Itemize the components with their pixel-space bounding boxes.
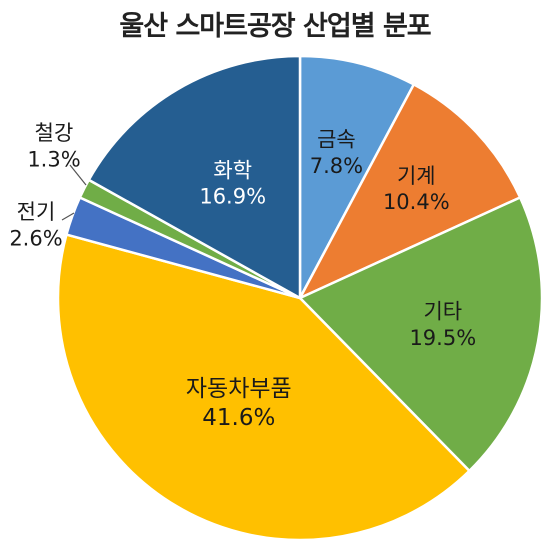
leader-line-5: [61, 212, 75, 221]
slice-value-5: 2.6%: [9, 227, 62, 251]
slice-label-1: 금속: [317, 128, 356, 152]
slice-value-3: 19.5%: [409, 326, 476, 350]
slice-value-6: 1.3%: [27, 148, 80, 172]
slice-value-2: 10.4%: [383, 190, 450, 214]
chart-title: 울산 스마트공장 산업별 분포: [119, 11, 431, 42]
pie-slice-1: [298, 54, 416, 300]
slice-value-4: 41.6%: [202, 405, 275, 431]
pie-slice-4: [56, 233, 471, 542]
pie-slice-7: [87, 54, 302, 300]
slice-label-7: 화학: [213, 158, 252, 182]
slice-label-3: 기타: [423, 300, 462, 324]
slice-label-6: 철강: [35, 121, 74, 145]
pie-slice-3: [298, 196, 544, 473]
slice-label-4: 자동차부품: [186, 376, 292, 402]
slice-value-7: 16.9%: [199, 185, 266, 209]
leader-line-6: [69, 164, 87, 186]
slice-value-1: 7.8%: [310, 154, 363, 178]
slice-label-2: 기계: [397, 164, 436, 188]
pie-slice-2: [298, 83, 522, 300]
slice-label-5: 전기: [17, 200, 56, 224]
